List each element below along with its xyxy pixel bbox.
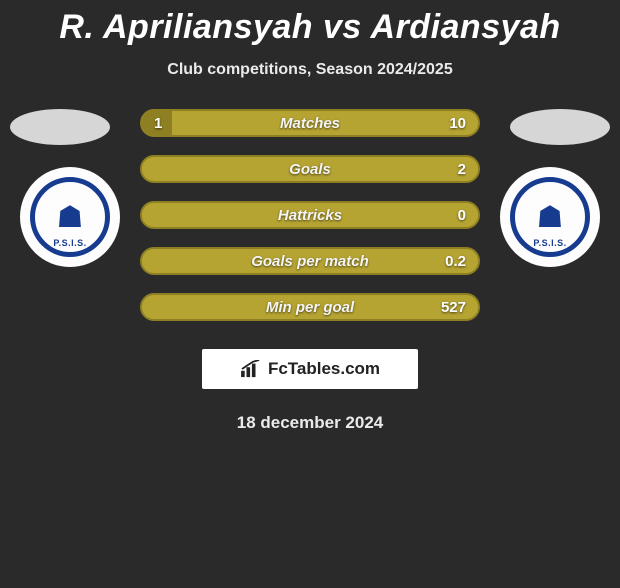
club-emblem-icon: ☗: [57, 200, 84, 235]
page-title: R. Apriliansyah vs Ardiansyah: [0, 8, 620, 47]
club-logo-right: ☗ P.S.I.S.: [510, 177, 590, 257]
player-placeholder-left: [10, 109, 110, 145]
club-abbrev-right: P.S.I.S.: [533, 238, 566, 248]
brand-text: FcTables.com: [268, 359, 380, 379]
stat-bar: Min per goal527: [140, 293, 480, 321]
chart-icon: [240, 360, 262, 378]
bar-value-right: 527: [441, 295, 466, 319]
stat-bar: Goals per match0.2: [140, 247, 480, 275]
stat-bar: Hattricks0: [140, 201, 480, 229]
bar-label: Hattricks: [142, 203, 478, 227]
club-emblem-icon: ☗: [537, 200, 564, 235]
date-text: 18 december 2024: [0, 413, 620, 433]
bar-label: Min per goal: [142, 295, 478, 319]
bar-label: Goals: [142, 157, 478, 181]
bar-value-right: 10: [449, 111, 466, 135]
comparison-bars: Matches1 10 Goals2 Hattricks0 Goals per matc…: [140, 109, 480, 321]
comparison-content: ☗ P.S.I.S. ☗ P.S.I.S. Matches1 10 Goals2 Ha…: [0, 109, 620, 321]
bar-label: Matches: [142, 111, 478, 135]
bar-value-left: 1: [154, 111, 162, 135]
bar-value-right: 0.2: [445, 249, 466, 273]
club-abbrev-left: P.S.I.S.: [53, 238, 86, 248]
bar-value-right: 0: [458, 203, 466, 227]
bar-label: Goals per match: [142, 249, 478, 273]
stat-bar: Matches1 10: [140, 109, 480, 137]
bar-value-right: 2: [458, 157, 466, 181]
subtitle: Club competitions, Season 2024/2025: [0, 61, 620, 79]
player-placeholder-right: [510, 109, 610, 145]
stat-bar: Goals2: [140, 155, 480, 183]
club-badge-right: ☗ P.S.I.S.: [500, 167, 600, 267]
brand-badge: FcTables.com: [202, 349, 418, 389]
club-logo-left: ☗ P.S.I.S.: [30, 177, 110, 257]
club-badge-left: ☗ P.S.I.S.: [20, 167, 120, 267]
